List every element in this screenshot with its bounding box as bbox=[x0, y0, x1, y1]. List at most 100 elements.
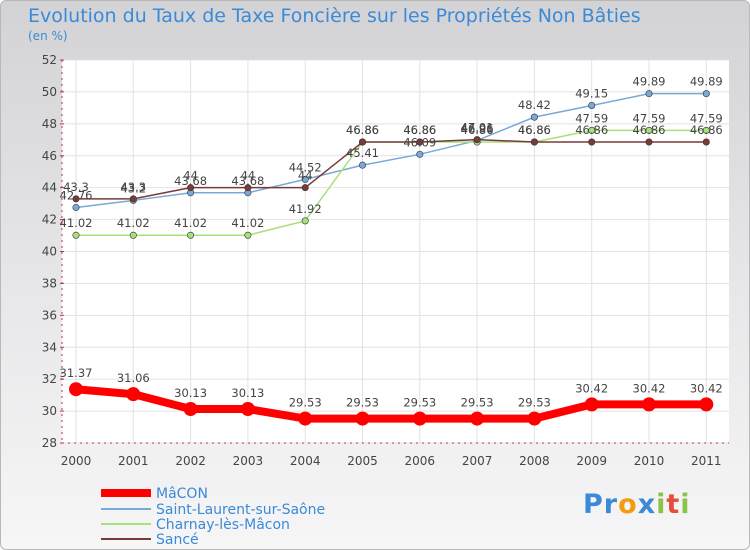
data-label: 41.02 bbox=[60, 216, 93, 230]
data-point bbox=[416, 150, 424, 158]
data-point bbox=[69, 382, 83, 397]
y-tick-label: 38 bbox=[42, 276, 57, 290]
x-tick-label: 2008 bbox=[519, 454, 550, 468]
y-tick-label: 46 bbox=[42, 149, 57, 163]
data-point bbox=[301, 175, 309, 183]
data-point bbox=[298, 411, 313, 426]
data-label: 47.59 bbox=[690, 111, 723, 125]
data-label: 29.53 bbox=[403, 396, 436, 410]
legend-label: MâCON bbox=[156, 486, 208, 502]
data-label: 29.53 bbox=[346, 396, 379, 410]
x-tick-label: 2005 bbox=[347, 454, 378, 468]
data-label: 30.42 bbox=[690, 381, 723, 395]
logo-letter: i bbox=[656, 489, 667, 520]
data-point bbox=[244, 231, 252, 239]
legend-label: Charnay-lès-Mâcon bbox=[156, 517, 290, 533]
data-label: 43.68 bbox=[231, 174, 264, 188]
data-point bbox=[244, 184, 252, 192]
data-label: 46.09 bbox=[403, 135, 436, 149]
y-tick-label: 48 bbox=[42, 117, 57, 131]
data-label: 46.86 bbox=[403, 123, 436, 137]
data-point bbox=[470, 411, 485, 426]
x-tick-label: 2003 bbox=[233, 454, 264, 468]
data-label: 49.15 bbox=[575, 86, 608, 100]
y-tick-label: 52 bbox=[42, 53, 57, 67]
data-label: 46.86 bbox=[346, 123, 379, 137]
data-point bbox=[584, 397, 599, 412]
x-tick-label: 2004 bbox=[290, 454, 321, 468]
y-tick-label: 34 bbox=[42, 340, 57, 354]
data-label: 44 bbox=[298, 169, 313, 183]
proxiti-logo: Proxiti bbox=[583, 489, 691, 520]
y-tick-label: 32 bbox=[42, 372, 57, 386]
y-tick-label: 28 bbox=[42, 436, 57, 450]
data-label: 31.06 bbox=[117, 371, 150, 385]
data-label: 46.86 bbox=[346, 123, 379, 137]
x-tick-label: 2000 bbox=[61, 454, 92, 468]
data-point bbox=[699, 397, 714, 412]
series-line bbox=[75, 92, 707, 209]
data-label: 46.86 bbox=[633, 123, 666, 137]
data-label: 41.02 bbox=[231, 216, 264, 230]
data-label: 43.3 bbox=[120, 180, 146, 194]
data-point bbox=[183, 402, 198, 417]
data-point bbox=[358, 138, 366, 146]
data-label: 46.86 bbox=[403, 123, 436, 137]
data-point bbox=[72, 231, 80, 239]
data-point bbox=[129, 231, 137, 239]
data-point bbox=[642, 397, 656, 412]
data-point bbox=[530, 138, 538, 146]
series-line bbox=[76, 138, 707, 200]
data-point bbox=[129, 195, 137, 203]
x-tick-label: 2007 bbox=[462, 454, 493, 468]
data-label: 41.92 bbox=[289, 202, 322, 216]
data-point bbox=[645, 90, 653, 98]
data-label: 48.42 bbox=[518, 98, 551, 112]
chart-title: Evolution du Taux de Taxe Foncière sur l… bbox=[28, 5, 641, 27]
data-point bbox=[187, 231, 195, 239]
data-label: 47.01 bbox=[461, 121, 494, 135]
data-point bbox=[187, 184, 195, 192]
data-label: 49.89 bbox=[690, 75, 723, 89]
data-label: 29.53 bbox=[518, 396, 551, 410]
data-label: 49.89 bbox=[633, 75, 666, 89]
data-label: 46.86 bbox=[518, 123, 551, 137]
data-point bbox=[702, 126, 710, 134]
data-point bbox=[702, 138, 710, 146]
data-point bbox=[702, 90, 710, 98]
logo-letter: x bbox=[637, 489, 657, 520]
data-label: 42.76 bbox=[60, 188, 93, 202]
y-tick-label: 50 bbox=[42, 85, 57, 99]
data-label: 31.37 bbox=[60, 366, 93, 380]
data-point bbox=[645, 126, 653, 134]
data-point bbox=[240, 402, 255, 417]
data-label: 46.86 bbox=[518, 123, 551, 137]
data-point bbox=[588, 101, 596, 109]
y-tick-label: 44 bbox=[42, 181, 57, 195]
x-tick-label: 2002 bbox=[175, 454, 206, 468]
data-label: 30.42 bbox=[633, 381, 666, 395]
data-label: 43.3 bbox=[63, 180, 89, 194]
data-label: 47.59 bbox=[575, 111, 608, 125]
data-label: 45.41 bbox=[346, 146, 379, 160]
y-tick-label: 30 bbox=[42, 404, 57, 418]
data-label: 46.86 bbox=[690, 123, 723, 137]
chart-subtitle: (en %) bbox=[28, 29, 68, 43]
x-tick-label: 2009 bbox=[576, 454, 607, 468]
data-label: 41.02 bbox=[117, 216, 150, 230]
x-tick-label: 2001 bbox=[118, 454, 149, 468]
y-tick-label: 40 bbox=[42, 245, 57, 259]
data-point bbox=[301, 184, 309, 192]
data-point bbox=[412, 411, 427, 426]
data-label: 46.96 bbox=[461, 121, 494, 135]
data-point bbox=[126, 387, 141, 402]
data-label: 44 bbox=[241, 169, 256, 183]
logo-letter: t bbox=[666, 489, 681, 520]
data-label: 47.59 bbox=[633, 111, 666, 125]
data-point bbox=[527, 411, 542, 426]
data-label: 30.42 bbox=[575, 381, 608, 395]
data-point bbox=[72, 203, 80, 211]
data-point bbox=[72, 195, 80, 203]
data-point bbox=[530, 113, 538, 121]
